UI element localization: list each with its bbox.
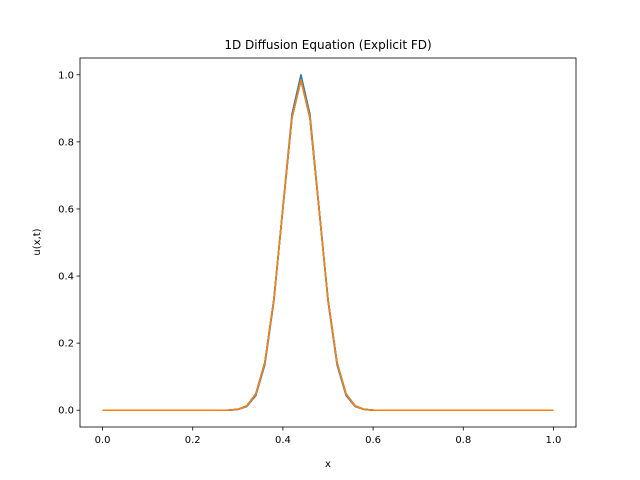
y-tick-label: 0.2 (58, 339, 74, 350)
series-line-12 (102, 79, 554, 411)
y-tick-label: 0.4 (58, 272, 74, 283)
x-tick-label: 0.6 (365, 435, 381, 446)
y-tick-label: 0.0 (58, 406, 74, 417)
y-tick-label: 1.0 (58, 70, 74, 81)
axes-background (80, 58, 576, 427)
y-axis: 0.0 0.2 0.4 0.6 0.8 1.0 (58, 70, 80, 417)
plot-area (79, 57, 577, 428)
x-tick-label: 0.0 (95, 435, 111, 446)
axes-frame (79, 57, 577, 428)
x-tick-label: 0.8 (455, 435, 471, 446)
series-layer (102, 74, 554, 411)
y-axis-label: u(x,t) (32, 228, 43, 255)
x-axis-label: x (325, 459, 331, 470)
x-tick-label: 0.4 (275, 435, 291, 446)
y-tick-label: 0.6 (58, 204, 74, 215)
x-tick-label: 1.0 (546, 435, 562, 446)
x-axis: 0.0 0.2 0.4 0.6 0.8 1.0 (95, 427, 562, 446)
x-tick-label: 0.2 (185, 435, 201, 446)
chart-title: 1D Diffusion Equation (Explicit FD) (224, 38, 431, 52)
y-tick-label: 0.8 (58, 137, 74, 148)
